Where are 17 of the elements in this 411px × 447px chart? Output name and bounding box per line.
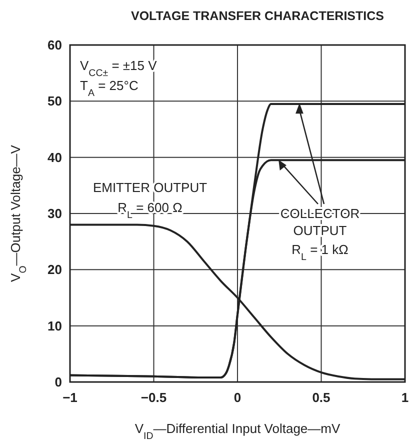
x-tick-label: −1 [62, 390, 78, 405]
x-tick-label: 1 [401, 390, 409, 405]
chart-title: VOLTAGE TRANSFER CHARACTERISTICS [130, 9, 384, 23]
y-tick-label: 40 [48, 150, 62, 165]
x-tick-label: 0 [234, 390, 242, 405]
y-tick-label: 50 [48, 94, 62, 109]
x-tick-label: 0.5 [312, 390, 330, 405]
y-tick-label: 20 [48, 262, 62, 278]
y-tick-label: 60 [48, 38, 62, 53]
annotation: EMITTER OUTPUT [92, 180, 208, 195]
annotation: T$_{A}$ = 25°C [80, 78, 138, 98]
annotation: R$_{L}$ = 1 kΩ [292, 242, 349, 262]
x-tick-label: −0.5 [140, 390, 167, 405]
y-tick-label: 10 [48, 318, 62, 334]
x-axis-title: V$_{ID}$—Differential Input Voltage—mV [134, 421, 340, 442]
y-tick-label: 0 [54, 374, 62, 390]
y-tick-label: 30 [48, 206, 62, 222]
